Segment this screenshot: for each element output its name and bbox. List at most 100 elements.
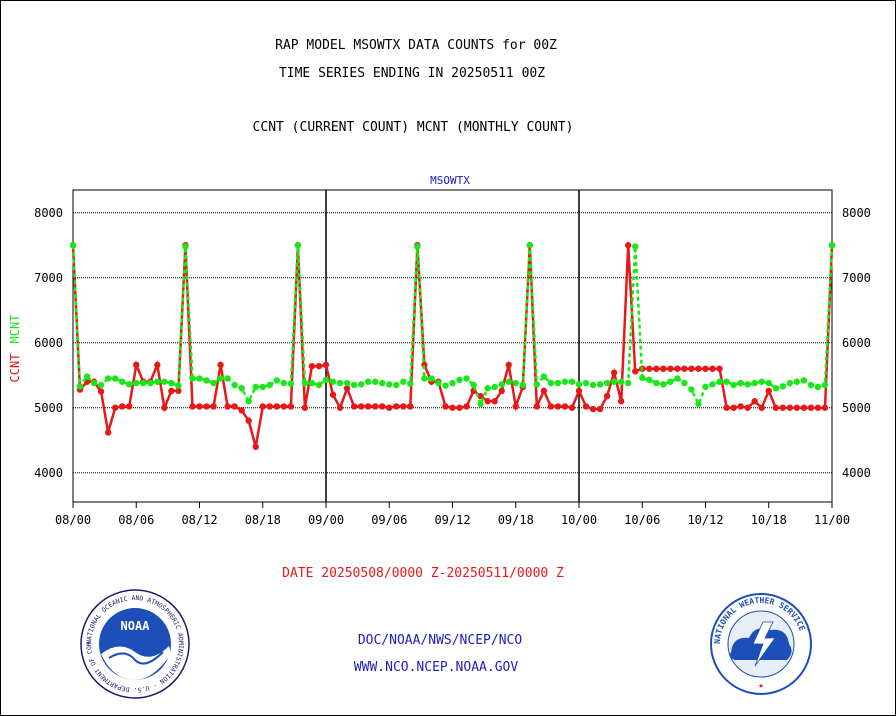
data-point-mcnt: [786, 379, 794, 387]
data-point-mcnt: [596, 381, 604, 388]
data-point-mcnt: [76, 383, 84, 390]
data-point-mcnt: [126, 381, 133, 388]
data-point-mcnt: [449, 379, 456, 387]
data-point-mcnt: [168, 379, 175, 387]
data-point-ccnt: [758, 404, 765, 411]
data-point-ccnt: [751, 398, 758, 405]
data-point-mcnt: [133, 379, 140, 387]
data-point-mcnt: [154, 378, 161, 385]
x-tick-label: 09/00: [308, 513, 344, 527]
data-point-mcnt: [69, 242, 77, 249]
nws-logo: NATIONAL WEATHER SERVICE ★: [710, 593, 812, 695]
website-link[interactable]: WWW.NCO.NCEP.NOAA.GOV: [353, 660, 519, 675]
data-point-mcnt: [456, 376, 463, 383]
data-point-mcnt: [653, 379, 660, 387]
data-point-ccnt: [596, 405, 604, 413]
data-point-mcnt: [505, 378, 512, 385]
data-point-mcnt: [421, 375, 428, 382]
data-point-mcnt: [400, 378, 407, 385]
data-point-mcnt: [287, 380, 295, 387]
data-point-ccnt: [273, 403, 281, 410]
data-point-mcnt: [175, 382, 182, 389]
data-point-ccnt: [161, 404, 168, 411]
data-point-ccnt: [674, 365, 681, 372]
data-point-mcnt: [646, 376, 653, 383]
data-point-ccnt: [632, 368, 639, 375]
x-tick-label: 10/12: [687, 513, 723, 527]
noaa-logo-label: NOAA: [121, 619, 151, 633]
date-range-label: DATE 20250508/0000 Z-20250511/0000 Z: [282, 566, 564, 581]
data-point-ccnt: [779, 404, 787, 411]
data-point-mcnt: [435, 379, 442, 387]
data-point-ccnt: [350, 403, 358, 410]
data-point-mcnt: [266, 381, 273, 389]
data-point-mcnt: [357, 381, 365, 388]
data-point-ccnt: [329, 391, 337, 398]
data-point-ccnt: [336, 404, 344, 411]
data-point-ccnt: [695, 365, 702, 372]
data-point-mcnt: [730, 381, 737, 389]
data-point-ccnt: [189, 403, 196, 410]
data-point-mcnt: [90, 379, 98, 387]
data-point-mcnt: [477, 400, 484, 408]
data-point-mcnt: [364, 378, 372, 385]
data-point-ccnt: [322, 361, 330, 369]
y-tick-label-left: 7000: [34, 271, 63, 285]
data-point-ccnt: [175, 387, 182, 395]
data-point-mcnt: [196, 375, 203, 382]
data-point-ccnt: [104, 429, 112, 436]
panel-title: MSOWTX: [430, 174, 470, 187]
data-point-mcnt: [231, 381, 238, 389]
y-tick-label-left: 8000: [34, 206, 63, 220]
data-point-mcnt: [308, 379, 316, 387]
x-tick-label: 09/18: [498, 513, 534, 527]
data-point-ccnt: [280, 403, 288, 410]
data-point-mcnt: [379, 379, 386, 387]
y-tick-label-left: 4000: [34, 466, 63, 480]
data-point-mcnt: [182, 243, 189, 250]
data-point-ccnt: [491, 398, 498, 405]
data-point-mcnt: [329, 378, 337, 385]
data-point-mcnt: [807, 381, 815, 389]
data-point-ccnt: [343, 385, 351, 392]
data-point-mcnt: [716, 378, 723, 385]
data-point-mcnt: [526, 242, 534, 249]
x-tick-label: 08/18: [245, 513, 281, 527]
data-point-ccnt: [407, 403, 414, 410]
x-tick-label: 11/00: [814, 513, 850, 527]
data-point-mcnt: [393, 381, 400, 389]
data-point-ccnt: [168, 387, 175, 395]
y-tick-label-left: 6000: [34, 336, 63, 350]
data-point-mcnt: [83, 373, 91, 380]
data-point-mcnt: [561, 378, 569, 385]
data-point-ccnt: [259, 403, 266, 410]
data-point-mcnt: [273, 377, 281, 384]
data-point-ccnt: [266, 403, 273, 410]
data-point-mcnt: [301, 379, 309, 387]
data-point-mcnt: [828, 242, 836, 249]
data-point-mcnt: [814, 383, 822, 391]
data-point-mcnt: [547, 379, 555, 387]
data-point-ccnt: [484, 398, 491, 405]
y-tick-label-right: 5000: [842, 401, 871, 415]
data-point-mcnt: [203, 377, 210, 384]
data-point-ccnt: [709, 365, 716, 372]
data-point-mcnt: [821, 381, 829, 389]
data-point-ccnt: [97, 388, 105, 395]
data-point-mcnt: [512, 379, 519, 387]
data-point-mcnt: [793, 378, 801, 385]
data-point-ccnt: [617, 398, 625, 405]
data-point-ccnt: [807, 404, 815, 411]
data-point-ccnt: [667, 365, 674, 372]
data-point-ccnt: [379, 403, 386, 410]
plot-frame: [72, 189, 833, 503]
data-point-ccnt: [800, 404, 808, 411]
data-point-mcnt: [554, 379, 562, 387]
x-tick-label: 10/18: [751, 513, 787, 527]
data-point-mcnt: [280, 379, 288, 387]
data-point-ccnt: [308, 362, 316, 370]
data-point-mcnt: [737, 379, 744, 387]
data-point-ccnt: [315, 362, 323, 370]
data-point-ccnt: [287, 403, 295, 410]
